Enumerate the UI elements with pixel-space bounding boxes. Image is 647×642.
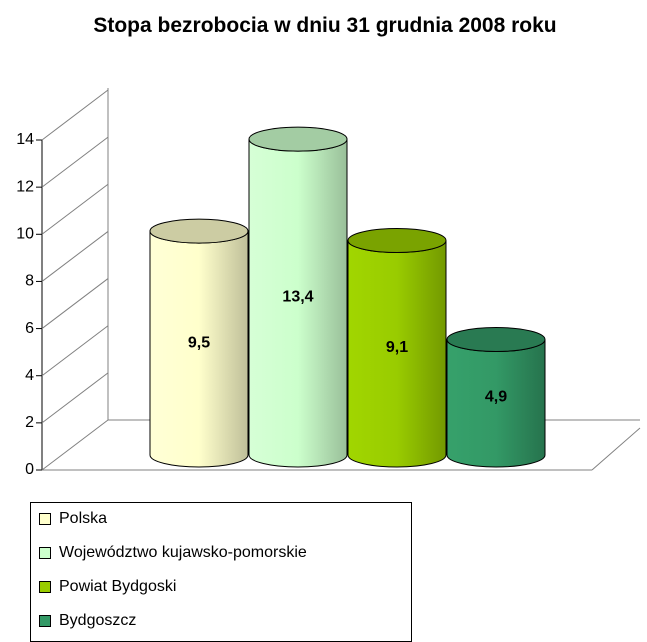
grid-line [41, 278, 109, 329]
floor-side [591, 427, 641, 471]
legend-item: Polska [39, 509, 107, 529]
legend-label: Województwo kujawsko-pomorskie [59, 544, 307, 561]
cylinder-top [149, 218, 249, 244]
data-label: 4,9 [485, 388, 507, 405]
legend-swatch [39, 581, 51, 593]
y-tick-label: 0 [25, 461, 34, 478]
legend-label: Bydgoszcz [59, 612, 137, 629]
legend-item: Powiat Bydgoski [39, 577, 176, 597]
legend-swatch [39, 513, 51, 525]
y-tick-label: 14 [16, 131, 34, 148]
legend-swatch [39, 615, 51, 627]
cylinder-top [248, 126, 348, 152]
legend-item: Bydgoszcz [39, 611, 136, 631]
grid-line [41, 231, 109, 282]
grid-line [41, 325, 109, 377]
grid-line [41, 419, 109, 471]
legend-label: Polska [59, 510, 108, 527]
data-label: 9,1 [386, 339, 408, 356]
grid-line [41, 89, 109, 141]
legend-label: Powiat Bydgoski [59, 578, 177, 595]
cylinder-top [446, 327, 546, 352]
grid-line [41, 372, 109, 424]
y-tick-label: 10 [16, 226, 34, 243]
y-tick-label: 8 [25, 273, 34, 290]
legend-swatch [39, 547, 51, 559]
legend: Polska Województwo kujawsko-pomorskie Powi… [30, 502, 412, 642]
y-tick-label: 2 [25, 414, 34, 431]
cylinder-top [347, 228, 447, 253]
data-label: 9,5 [188, 334, 210, 351]
y-tick-label: 12 [16, 178, 34, 195]
data-label: 13,4 [282, 288, 313, 305]
legend-item: Województwo kujawsko-pomorskie [39, 543, 307, 563]
y-tick-label: 6 [25, 320, 34, 337]
grid-line [41, 183, 109, 235]
grid-line [41, 136, 109, 188]
y-tick-label: 4 [25, 367, 34, 384]
chart-title: Stopa bezrobocia w dniu 31 grudnia 2008 … [93, 14, 557, 37]
